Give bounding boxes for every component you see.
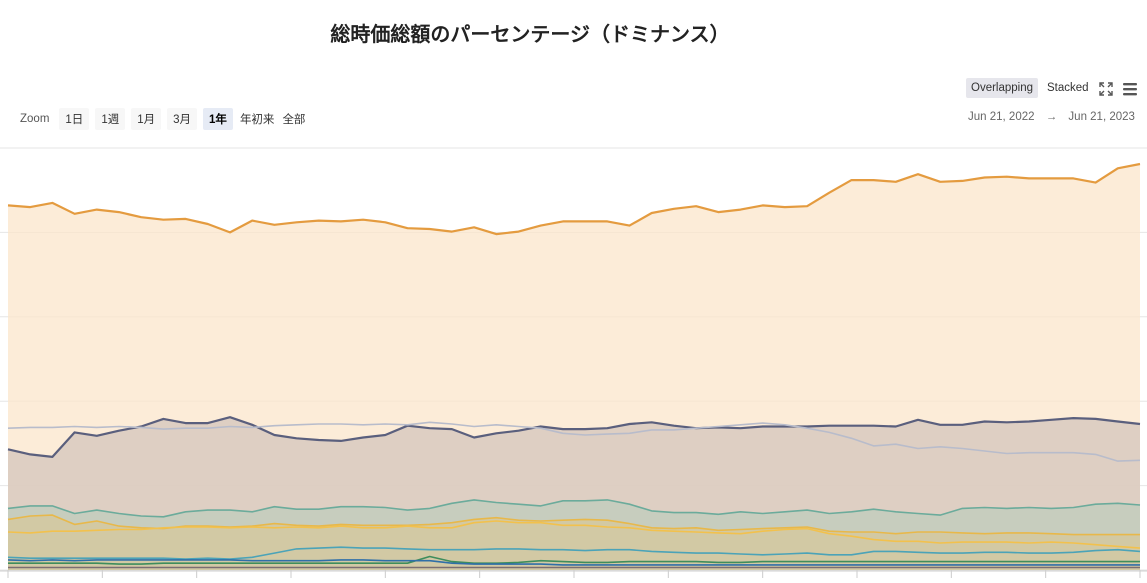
series-area-4 [8,515,1140,570]
series-line-1 [7,416,1141,458]
x-axis-ticks [0,570,1147,578]
fullscreen-icon[interactable] [1097,80,1115,98]
series-line-7 [8,555,1140,565]
series-line-3 [7,499,1141,518]
date-range: Jun 21, 2022 → Jun 21, 2023 [968,111,1135,123]
zoom-all-button[interactable]: 全部 [282,114,306,126]
zoom-1d-button[interactable]: 1日 [59,108,90,130]
stacked-button[interactable]: Stacked [1047,82,1089,94]
series-lines [7,162,1141,569]
zoom-1m-button[interactable]: 1月 [131,108,162,130]
series-line-6 [7,546,1141,560]
zoom-selector: Zoom 1日 1週 1月 3月 1年 年初来 全部 [20,108,306,130]
series-areas [8,164,1140,570]
zoom-label: Zoom [20,113,50,125]
series-line-5 [7,520,1141,549]
overlapping-button[interactable]: Overlapping [966,78,1039,98]
chart-plot-area [0,147,1147,578]
zoom-1w-button[interactable]: 1週 [95,108,126,130]
mode-toggle: Overlapping Stacked [966,78,1094,98]
zoom-1y-button[interactable]: 1年 [203,108,233,130]
range-start[interactable]: Jun 21, 2022 [968,111,1035,123]
range-arrow: → [1045,111,1058,123]
zoom-3m-button[interactable]: 3月 [167,108,198,130]
series-line-2 [7,421,1141,462]
series-line-8 [7,559,1140,566]
series-line-4 [7,514,1140,536]
zoom-ytd-button[interactable]: 年初来 [239,114,275,126]
menu-icon[interactable] [1121,80,1139,98]
series-line-0 [7,162,1141,236]
chart-title: 総時価総額のパーセンテージ（ドミナンス） [330,22,730,46]
range-end[interactable]: Jun 21, 2023 [1068,111,1135,123]
